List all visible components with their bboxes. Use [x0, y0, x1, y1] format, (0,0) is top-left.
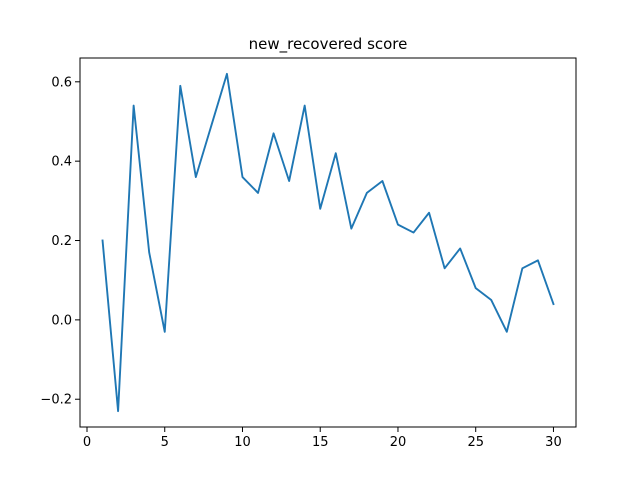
y-tick-label: 0.0	[51, 313, 72, 328]
series-layer	[101, 72, 555, 413]
series-line-0	[101, 72, 555, 413]
x-tick-label: 5	[161, 435, 169, 450]
x-tick-label: 25	[467, 435, 484, 450]
x-tick-label: 15	[312, 435, 329, 450]
x-tick-label: 20	[390, 435, 407, 450]
x-tick-label: 10	[234, 435, 251, 450]
x-tick-label: 30	[545, 435, 562, 450]
x-tick-label: 0	[83, 435, 91, 450]
x-axis: 0 5 10 15 20 25 30	[83, 427, 562, 450]
y-tick-label: 0.6	[51, 75, 72, 90]
y-tick-label: 0.2	[51, 234, 72, 249]
y-tick-label: −0.2	[40, 393, 72, 408]
y-tick-label: 0.4	[51, 155, 72, 170]
plot-area-frame	[79, 57, 577, 428]
chart-title: new_recovered score	[249, 35, 408, 54]
y-axis: −0.2 0.0 0.2 0.4 0.6	[40, 75, 80, 408]
